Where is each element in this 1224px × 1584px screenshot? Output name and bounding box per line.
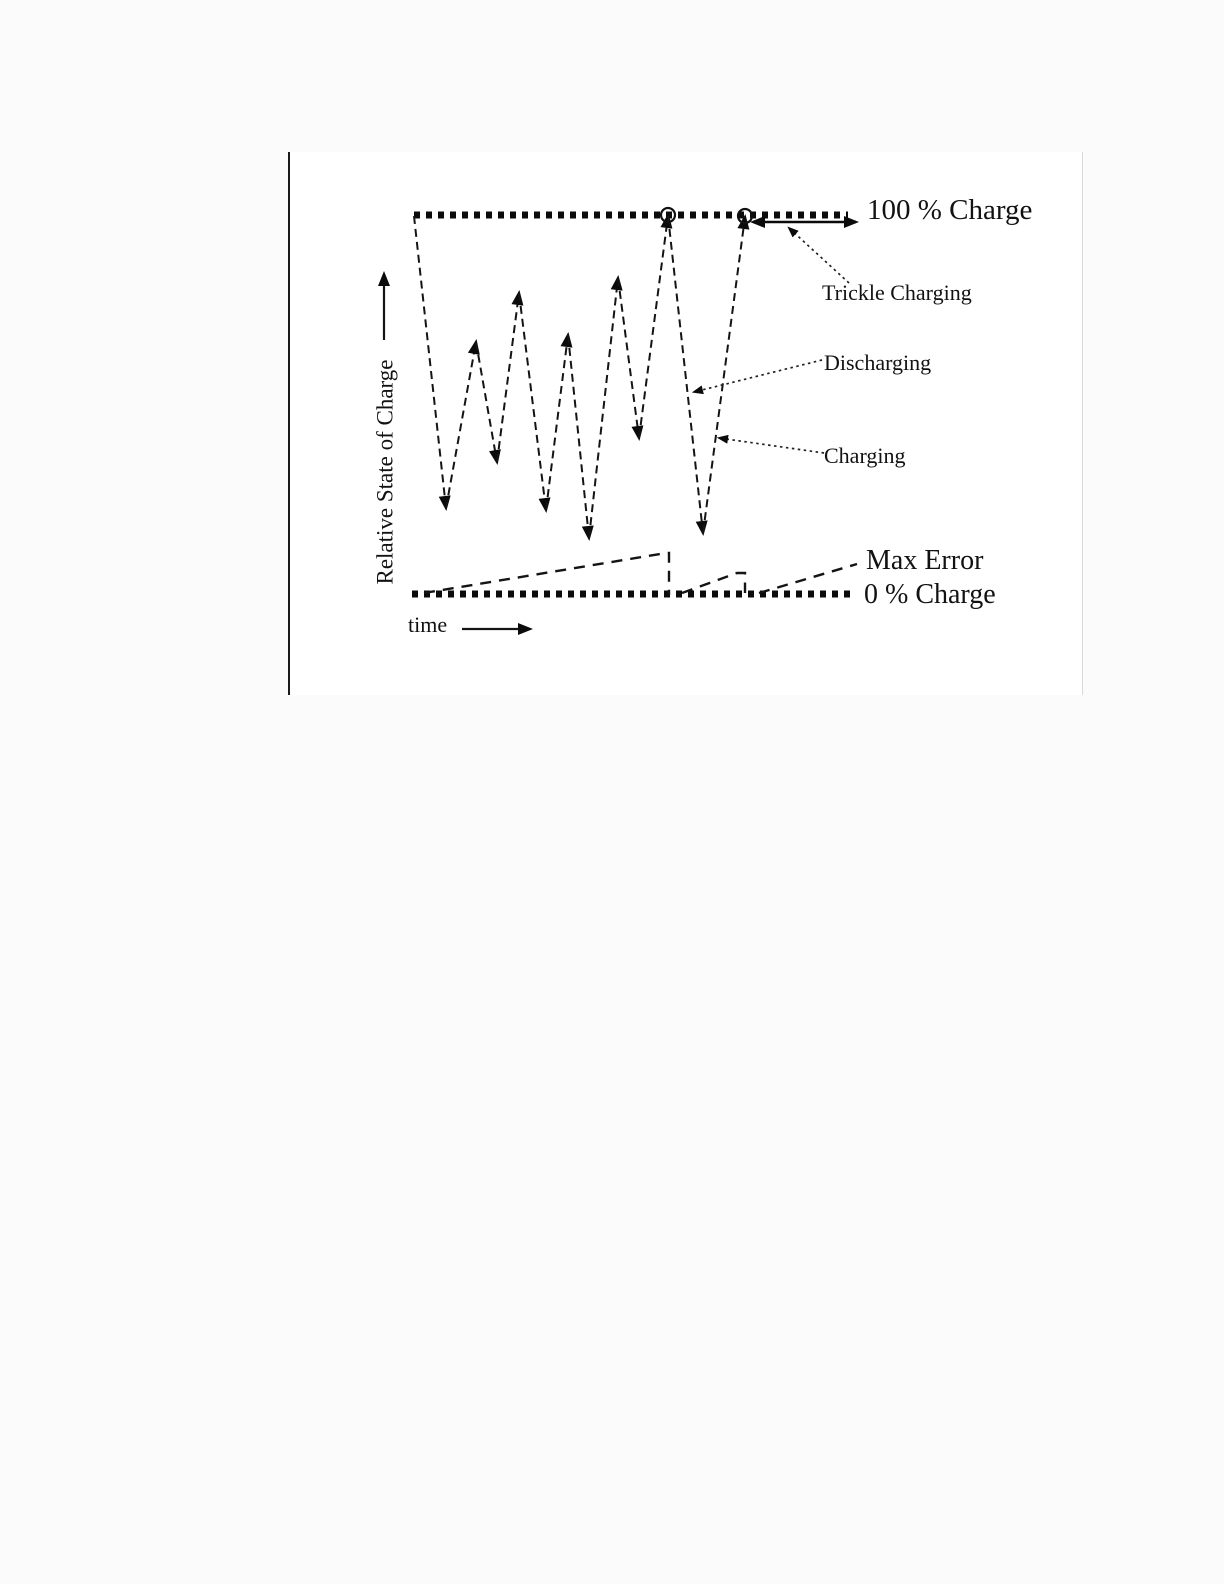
soc-segment-4 [496,290,524,463]
figure-frame: Relative State of Charge 100 % Charge Tr… [288,152,1083,695]
soc-segment-1 [413,215,451,511]
label-discharging: Discharging [824,350,932,375]
soc-segment-3 [475,341,501,465]
annotation-leader-arrow-1 [787,226,850,284]
annotation-leader-arrow-2 [691,359,823,395]
label-100-percent-charge: 100 % Charge [867,194,1033,226]
annotation-leader-arrow-3 [716,434,825,454]
label-trickle-charging: Trickle Charging [822,280,972,305]
soc-segment-7 [567,334,594,541]
soc-segment-12 [702,214,750,534]
max-error-path-1 [423,551,671,595]
y-axis-label-text: Relative State of Charge [372,359,398,585]
soc-segment-6 [545,332,573,511]
soc-segment-11 [667,215,708,536]
soc-segment-5 [518,292,551,513]
full-charge-marker-1 [659,206,677,224]
max-error-path-3 [758,562,858,595]
x-axis-label: time [408,612,448,637]
max-error-path-2 [681,571,747,595]
label-charging: Charging [824,443,906,468]
label-0-percent-charge: 0 % Charge [864,579,996,610]
label-max-error: Max Error [866,545,984,576]
figure-canvas [378,206,859,635]
soc-segment-2 [445,339,480,509]
soc-segment-8 [588,275,623,539]
soc-segment-9 [617,277,644,441]
soc-segment-10 [638,213,673,439]
